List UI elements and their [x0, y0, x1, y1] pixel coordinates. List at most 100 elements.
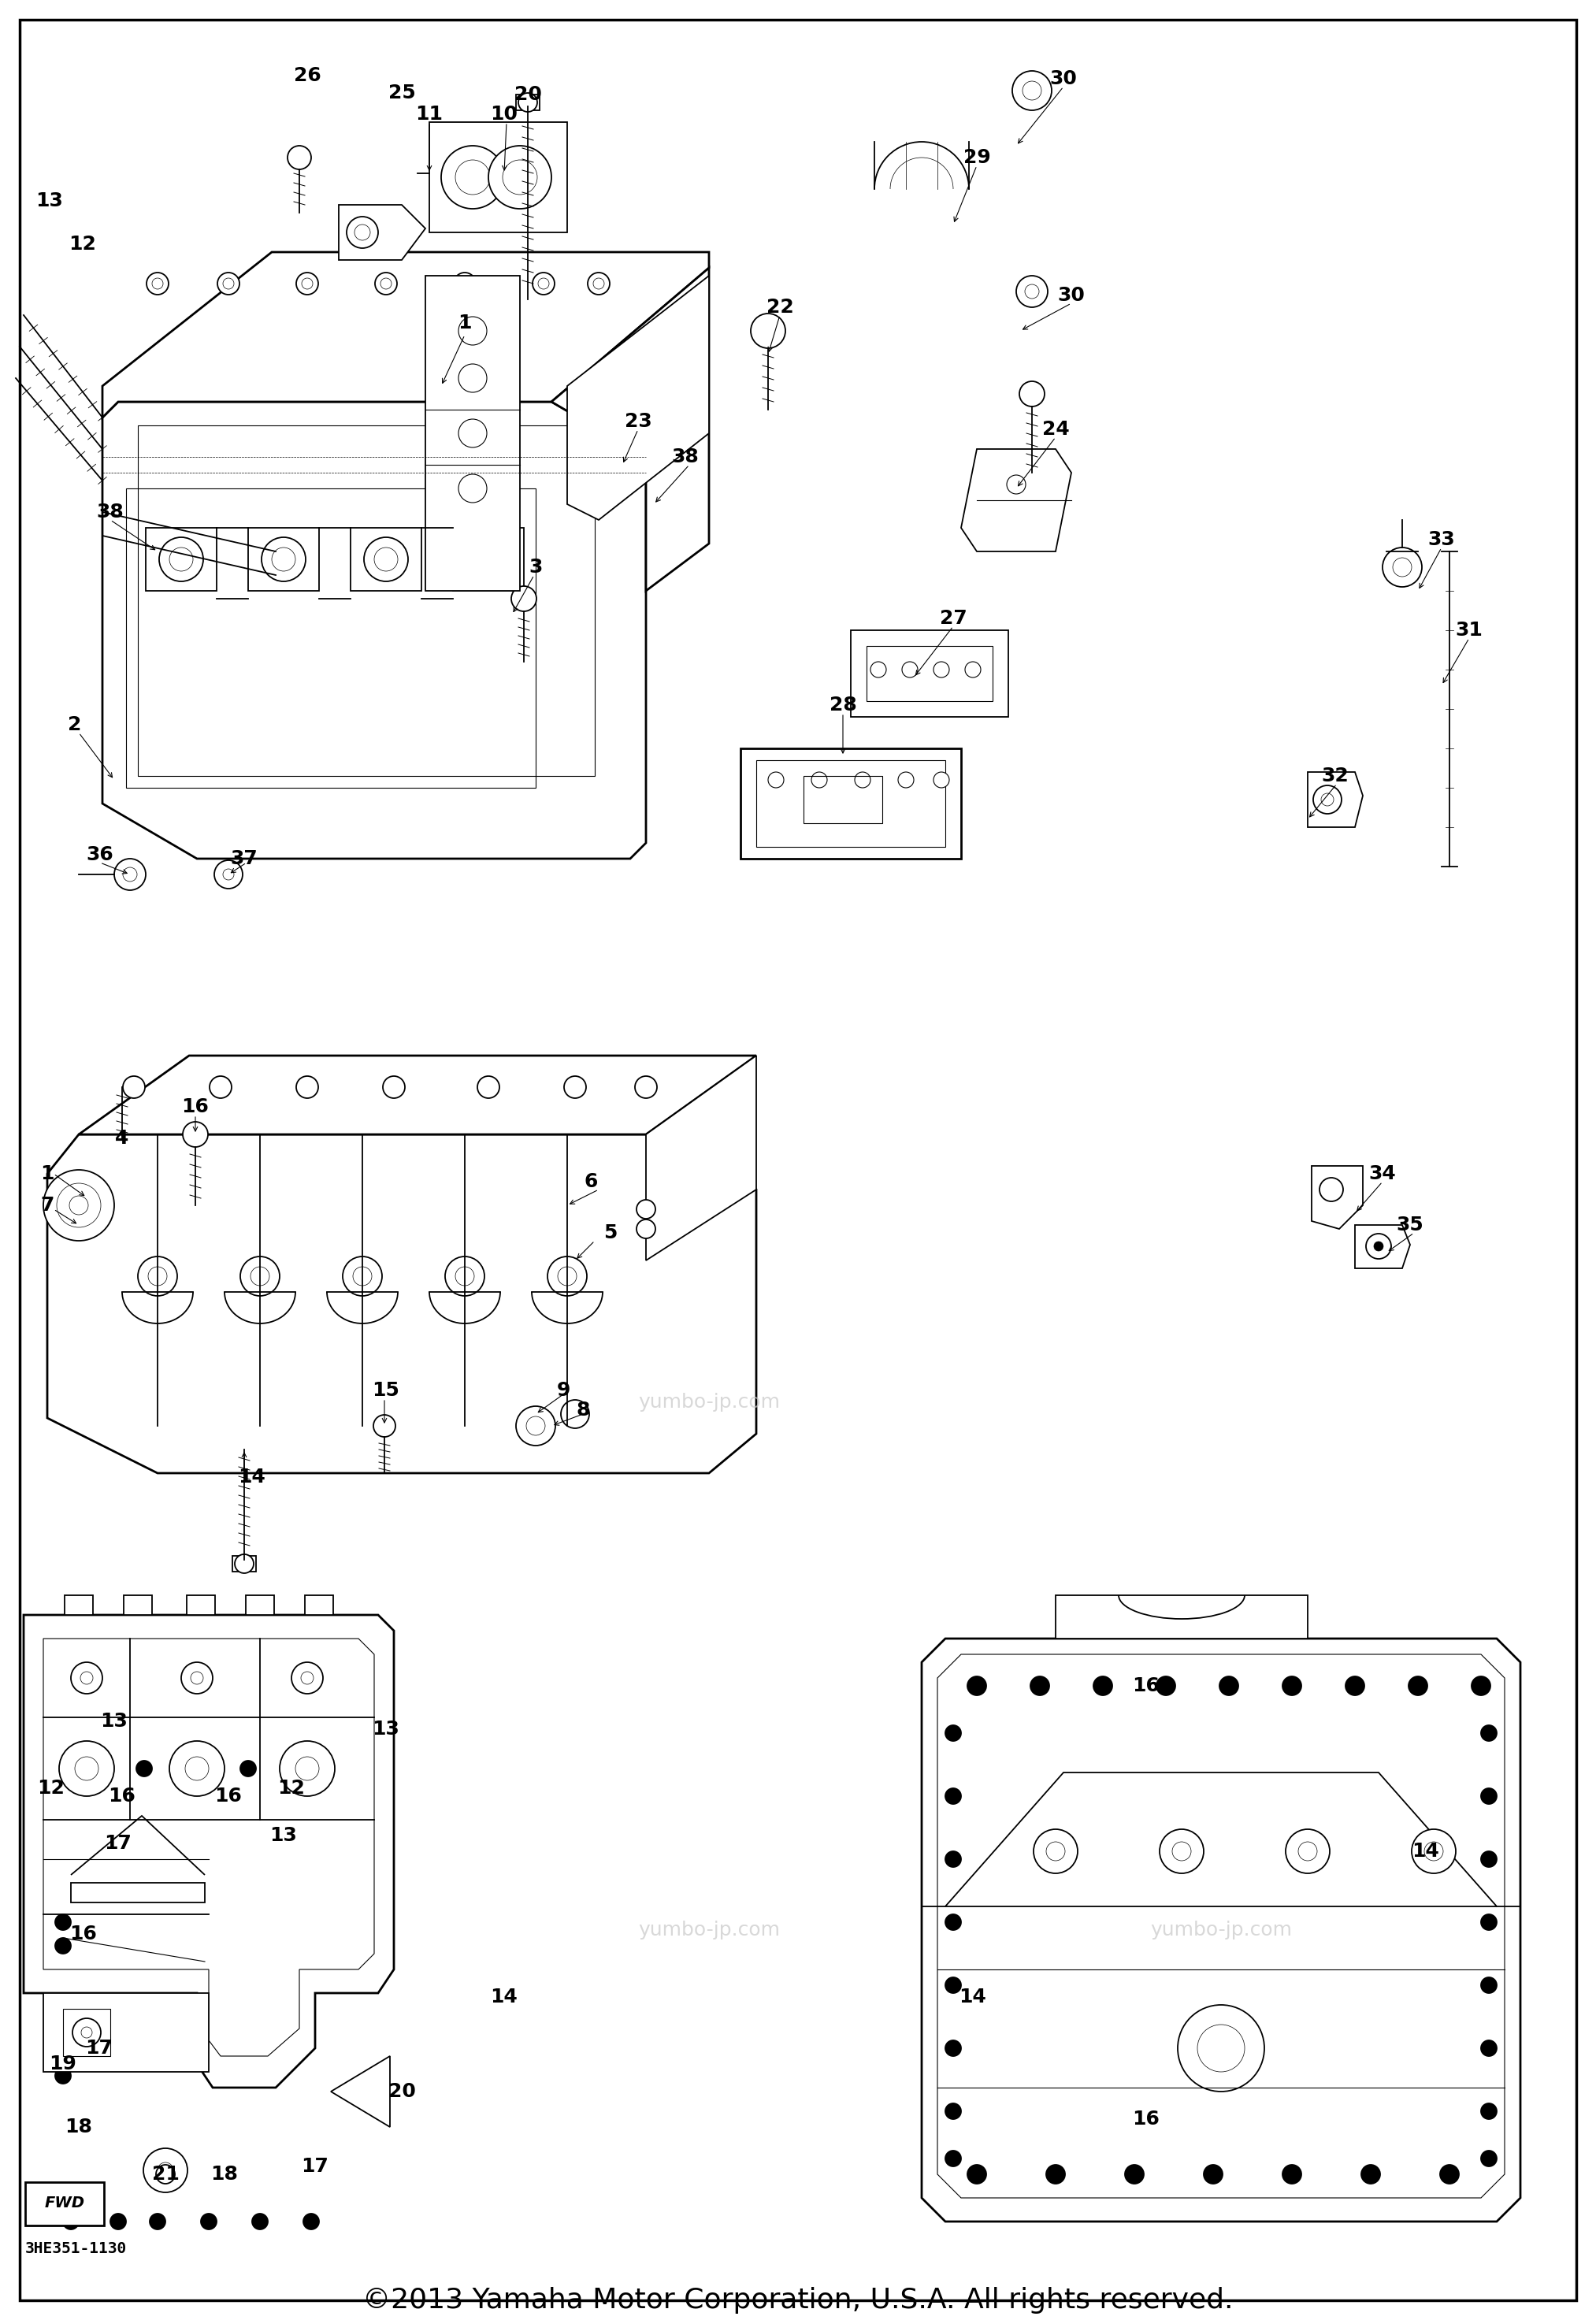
Circle shape [241, 1257, 279, 1297]
Circle shape [209, 1076, 231, 1097]
Circle shape [1298, 1842, 1317, 1861]
Text: 38: 38 [672, 448, 699, 466]
Circle shape [152, 278, 163, 290]
Circle shape [811, 773, 827, 789]
Circle shape [302, 1673, 313, 1684]
Text: 28: 28 [830, 696, 857, 715]
Circle shape [292, 1661, 322, 1694]
Circle shape [56, 1914, 70, 1930]
Text: 35: 35 [1396, 1216, 1424, 1234]
Text: 30: 30 [1050, 70, 1077, 88]
Circle shape [967, 1677, 986, 1696]
Text: 34: 34 [1369, 1165, 1396, 1183]
Circle shape [455, 1267, 474, 1285]
Text: 27: 27 [940, 608, 967, 629]
Text: 13: 13 [270, 1826, 297, 1844]
Circle shape [69, 1195, 88, 1216]
Circle shape [1160, 1828, 1203, 1872]
Circle shape [1017, 276, 1047, 306]
Circle shape [43, 1169, 115, 1241]
Circle shape [1409, 1677, 1427, 1696]
Circle shape [1361, 2165, 1381, 2183]
Circle shape [635, 1076, 658, 1097]
Circle shape [453, 271, 476, 295]
Circle shape [945, 2151, 961, 2167]
Circle shape [466, 538, 511, 582]
Circle shape [547, 1257, 587, 1297]
Circle shape [150, 2213, 166, 2230]
Circle shape [1481, 1914, 1497, 1930]
Bar [43, 1993, 209, 2072]
Polygon shape [453, 529, 523, 592]
Circle shape [241, 1761, 255, 1777]
Text: 16: 16 [70, 1926, 97, 1944]
Text: 20: 20 [514, 86, 541, 104]
Text: 12: 12 [278, 1779, 305, 1798]
Circle shape [1023, 81, 1042, 100]
Circle shape [217, 271, 239, 295]
Circle shape [1283, 2165, 1301, 2183]
Text: 13: 13 [101, 1712, 128, 1731]
Text: 12: 12 [69, 234, 96, 253]
Circle shape [113, 1130, 131, 1148]
Text: 13: 13 [372, 1719, 399, 1738]
Circle shape [945, 1726, 961, 1740]
Circle shape [902, 661, 918, 677]
Bar [426, 276, 520, 592]
Circle shape [503, 160, 538, 195]
Bar [64, 1596, 93, 1615]
Polygon shape [48, 1134, 757, 1473]
Text: 25: 25 [388, 84, 415, 102]
Circle shape [147, 271, 169, 295]
Text: 16: 16 [182, 1097, 209, 1116]
Circle shape [1178, 2004, 1264, 2093]
Circle shape [477, 548, 500, 571]
Circle shape [1481, 1726, 1497, 1740]
Circle shape [123, 868, 137, 882]
Text: 15: 15 [372, 1380, 399, 1399]
Circle shape [251, 1267, 270, 1285]
Circle shape [72, 2018, 101, 2046]
Circle shape [214, 861, 243, 889]
Polygon shape [351, 529, 421, 592]
Circle shape [945, 1851, 961, 1868]
Text: 4: 4 [115, 1130, 129, 1148]
Circle shape [343, 1257, 381, 1297]
Polygon shape [145, 529, 217, 592]
Circle shape [1321, 793, 1334, 805]
Text: 32: 32 [1321, 766, 1349, 786]
Circle shape [945, 1914, 961, 1930]
Bar [305, 1596, 334, 1615]
Polygon shape [567, 276, 709, 520]
Circle shape [252, 2213, 268, 2230]
Text: 6: 6 [584, 1172, 597, 1190]
Circle shape [1020, 380, 1044, 406]
Circle shape [136, 1761, 152, 1777]
Circle shape [364, 538, 409, 582]
Text: 20: 20 [388, 2081, 415, 2102]
Circle shape [533, 271, 554, 295]
Bar [851, 631, 1009, 717]
Circle shape [169, 1740, 225, 1796]
Bar [1055, 1596, 1307, 1638]
Circle shape [967, 2165, 986, 2183]
Circle shape [56, 2067, 70, 2083]
Polygon shape [1307, 773, 1363, 828]
Text: 1: 1 [40, 1165, 54, 1183]
Circle shape [637, 1199, 656, 1218]
Circle shape [297, 271, 318, 295]
Text: 14: 14 [238, 1469, 267, 1487]
Circle shape [1045, 2165, 1065, 2183]
Circle shape [458, 364, 487, 392]
Text: 2: 2 [69, 715, 81, 733]
Circle shape [477, 1076, 500, 1097]
Circle shape [1412, 1828, 1456, 1872]
Circle shape [1481, 2151, 1497, 2167]
Text: 17: 17 [86, 2039, 113, 2058]
Text: 29: 29 [962, 148, 991, 167]
Circle shape [115, 858, 145, 891]
Circle shape [184, 1123, 207, 1146]
Text: 19: 19 [49, 2056, 77, 2074]
Circle shape [80, 1673, 93, 1684]
Bar [137, 425, 595, 775]
